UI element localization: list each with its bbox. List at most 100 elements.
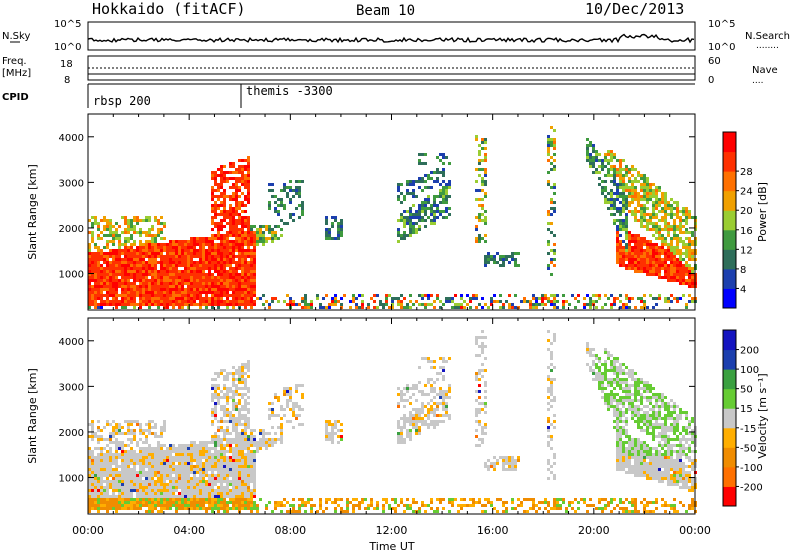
heatmap-cell (247, 252, 250, 255)
heatmap-cell (88, 465, 91, 468)
heatmap-cell (445, 216, 448, 219)
heatmap-cell (385, 300, 388, 303)
heatmap-cell (112, 258, 115, 261)
heatmap-cell (235, 297, 238, 300)
heatmap-cell (232, 258, 235, 261)
heatmap-cell (394, 498, 397, 501)
heatmap-cell (340, 228, 343, 231)
heatmap-cell (688, 210, 691, 213)
heatmap-cell (181, 273, 184, 276)
heatmap-cell (397, 405, 400, 408)
heatmap-cell (358, 306, 361, 309)
heatmap-cell (154, 465, 157, 468)
heatmap-cell (196, 456, 199, 459)
heatmap-cell (214, 243, 217, 246)
heatmap-cell (205, 276, 208, 279)
heatmap-cell (271, 402, 274, 405)
heatmap-cell (94, 471, 97, 474)
heatmap-cell (148, 273, 151, 276)
heatmap-cell (625, 267, 628, 270)
heatmap-cell (220, 438, 223, 441)
heatmap-cell (232, 267, 235, 270)
heatmap-cell (217, 486, 220, 489)
heatmap-cell (238, 432, 241, 435)
heatmap-cell (661, 261, 664, 264)
heatmap-cell (175, 507, 178, 510)
heatmap-cell (589, 141, 592, 144)
heatmap-cell (139, 300, 142, 303)
heatmap-cell (121, 216, 124, 219)
heatmap-cell (631, 174, 634, 177)
heatmap-cell (103, 489, 106, 492)
heatmap-cell (664, 240, 667, 243)
heatmap-cell (238, 246, 241, 249)
heatmap-cell (406, 216, 409, 219)
heatmap-cell (157, 261, 160, 264)
heatmap-cell (493, 300, 496, 303)
heatmap-cell (130, 507, 133, 510)
heatmap-cell (151, 243, 154, 246)
heatmap-cell (202, 252, 205, 255)
heatmap-cell (178, 501, 181, 504)
heatmap-cell (115, 267, 118, 270)
heatmap-cell (163, 498, 166, 501)
heatmap-cell (193, 279, 196, 282)
heatmap-cell (241, 261, 244, 264)
heatmap-cell (643, 174, 646, 177)
heatmap-cell (274, 225, 277, 228)
heatmap-cell (598, 171, 601, 174)
heatmap-cell (217, 261, 220, 264)
heatmap-cell (121, 453, 124, 456)
heatmap-cell (220, 297, 223, 300)
heatmap-cell (622, 183, 625, 186)
heatmap-cell (130, 285, 133, 288)
heatmap-cell (475, 294, 478, 297)
heatmap-cell (121, 459, 124, 462)
heatmap-cell (220, 255, 223, 258)
heatmap-cell (127, 282, 130, 285)
heatmap-cell (439, 189, 442, 192)
heatmap-cell (91, 222, 94, 225)
heatmap-cell (220, 225, 223, 228)
heatmap-cell (139, 456, 142, 459)
heatmap-cell (163, 501, 166, 504)
heatmap-cell (667, 201, 670, 204)
heatmap-cell (94, 456, 97, 459)
heatmap-cell (133, 450, 136, 453)
heatmap-cell (223, 450, 226, 453)
heatmap-cell (319, 504, 322, 507)
heatmap-cell (271, 444, 274, 447)
heatmap-cell (139, 471, 142, 474)
heatmap-cell (187, 267, 190, 270)
heatmap-cell (166, 453, 169, 456)
heatmap-cell (622, 192, 625, 195)
heatmap-cell (400, 441, 403, 444)
heatmap-cell (172, 495, 175, 498)
heatmap-cell (628, 201, 631, 204)
heatmap-cell (274, 231, 277, 234)
heatmap-cell (163, 423, 166, 426)
heatmap-cell (412, 189, 415, 192)
heatmap-cell (223, 189, 226, 192)
heatmap-cell (283, 183, 286, 186)
heatmap-cell (235, 438, 238, 441)
heatmap-cell (655, 189, 658, 192)
heatmap-cell (241, 219, 244, 222)
heatmap-cell (271, 297, 274, 300)
heatmap-cell (142, 285, 145, 288)
heatmap-cell (613, 222, 616, 225)
heatmap-cell (148, 252, 151, 255)
heatmap-cell (133, 264, 136, 267)
heatmap-cell (244, 441, 247, 444)
heatmap-cell (427, 201, 430, 204)
heatmap-cell (241, 486, 244, 489)
heatmap-cell (676, 249, 679, 252)
heatmap-cell (619, 213, 622, 216)
heatmap-cell (619, 261, 622, 264)
heatmap-cell (424, 294, 427, 297)
heatmap-cell (418, 210, 421, 213)
heatmap-cell (277, 225, 280, 228)
heatmap-cell (244, 474, 247, 477)
heatmap-cell (355, 498, 358, 501)
